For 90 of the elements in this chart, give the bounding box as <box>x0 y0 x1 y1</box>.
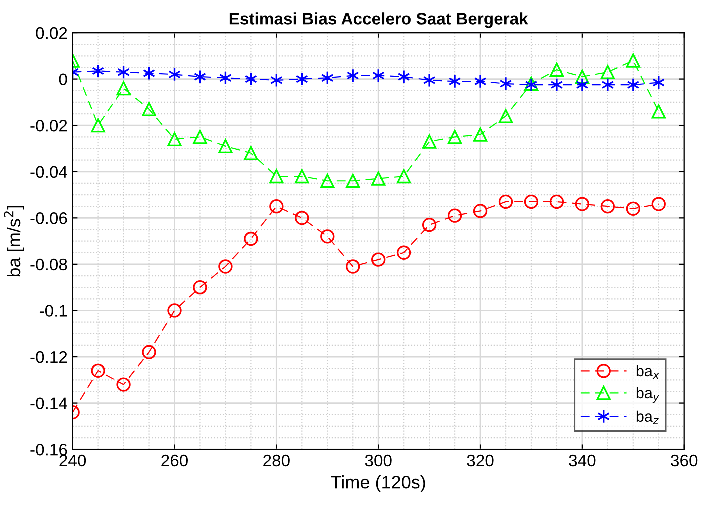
point <box>118 65 130 80</box>
point <box>116 378 131 392</box>
point <box>473 128 488 142</box>
legend-label: ba$_{x}$ <box>636 365 660 379</box>
point <box>575 70 590 84</box>
point <box>270 73 283 88</box>
point <box>270 200 284 214</box>
point <box>193 130 208 144</box>
y-tick-label: -0.1 <box>40 305 68 317</box>
point <box>296 72 308 86</box>
point <box>142 345 156 360</box>
point <box>575 197 590 212</box>
point <box>652 104 666 119</box>
x-tick-label: 300 <box>365 454 392 467</box>
point <box>448 208 462 223</box>
point <box>422 134 437 149</box>
point <box>372 68 385 83</box>
point <box>396 169 412 184</box>
x-tick-label: 280 <box>264 454 290 467</box>
point <box>244 72 258 86</box>
point <box>168 68 181 82</box>
x-tick-label: 340 <box>569 454 596 467</box>
point <box>142 102 156 116</box>
point <box>550 62 564 78</box>
point <box>92 64 105 78</box>
point <box>550 194 564 210</box>
point <box>474 74 487 89</box>
y-tick-label: -0.02 <box>30 120 68 132</box>
x-tick-label: 360 <box>671 454 698 467</box>
y-tick-label: -0.06 <box>30 212 68 224</box>
point <box>320 174 335 188</box>
y-tick-label: -0.08 <box>30 258 68 271</box>
point <box>600 200 616 214</box>
point <box>91 364 106 378</box>
point <box>498 109 514 124</box>
point <box>168 304 182 318</box>
legend-label: ba$_{z}$ <box>636 410 659 424</box>
y-tick-label: -0.14 <box>30 398 68 410</box>
point <box>321 71 334 86</box>
point <box>116 81 131 96</box>
legend-label: ba$_{y}$ <box>636 387 660 404</box>
point <box>627 78 640 92</box>
point <box>244 232 258 246</box>
chart-title: Estimasi Bias Accelero Saat Bergerak <box>230 12 528 28</box>
point <box>218 260 233 274</box>
point <box>372 252 386 267</box>
x-tick-label: 260 <box>162 454 188 467</box>
point <box>423 73 436 88</box>
point <box>626 54 640 68</box>
point <box>550 78 564 92</box>
point <box>652 76 666 90</box>
point <box>448 130 462 144</box>
x-tick-label: 320 <box>467 454 494 467</box>
point <box>448 74 462 89</box>
point <box>422 218 437 232</box>
y-tick-label: -0.04 <box>30 166 68 178</box>
point <box>398 70 410 84</box>
point <box>91 118 106 133</box>
point <box>295 169 310 184</box>
point <box>396 246 412 260</box>
point <box>626 202 640 216</box>
point <box>295 211 310 226</box>
point <box>372 172 386 186</box>
x-tick-label: 240 <box>60 454 86 467</box>
y-tick-label: -0.12 <box>30 351 68 364</box>
point <box>602 78 614 92</box>
point <box>473 204 488 218</box>
point <box>193 280 208 295</box>
point <box>219 71 232 86</box>
point <box>218 139 233 154</box>
point <box>498 194 514 210</box>
point <box>500 76 512 92</box>
y-tick-label: 0.02 <box>36 27 68 40</box>
y-tick-label: 0 <box>59 74 68 86</box>
point <box>600 65 616 80</box>
y-axis-title: ba [m/s$^{2}$] <box>4 206 24 277</box>
point <box>346 174 360 188</box>
point <box>652 197 666 212</box>
point <box>194 70 206 84</box>
y-tick-label: -0.16 <box>30 444 68 456</box>
point <box>524 194 539 210</box>
x-axis-title: Time (120s) <box>331 476 426 492</box>
point <box>270 169 284 184</box>
point <box>168 132 182 147</box>
point <box>244 146 258 160</box>
point <box>143 66 156 81</box>
point <box>320 230 335 244</box>
point <box>346 260 360 274</box>
point <box>346 68 360 83</box>
point <box>576 78 589 92</box>
